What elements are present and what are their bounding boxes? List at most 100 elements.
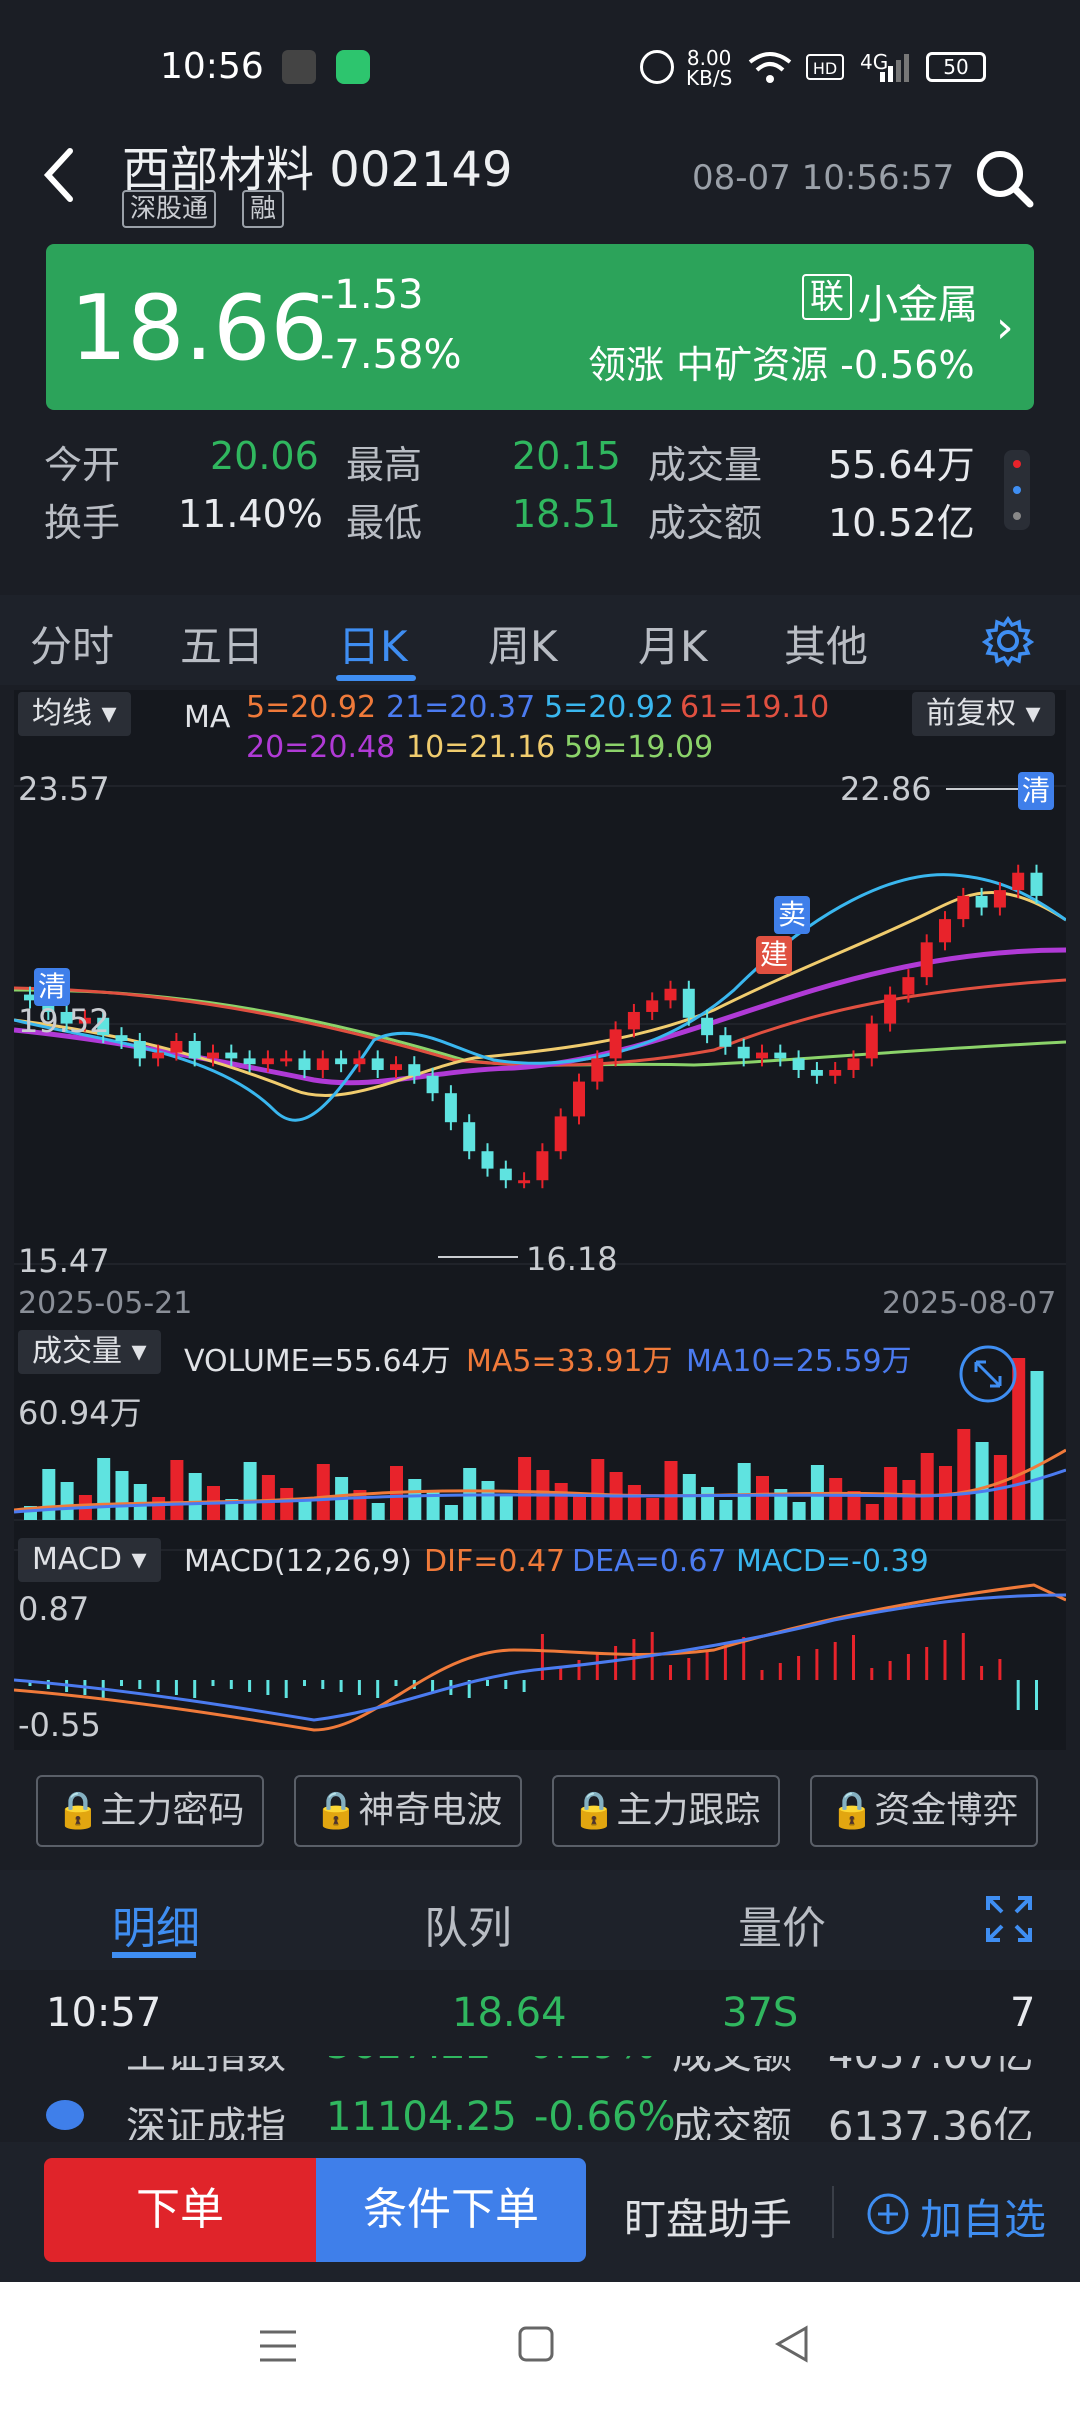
ma5b-value: 5=20.92 [544,690,675,725]
volume-bar [1030,1371,1044,1520]
candle-body [957,895,970,920]
volume-bar [902,1480,916,1520]
index-pct: -0.66% [534,2094,676,2140]
trade-time: 10:57 [46,1990,162,2036]
ma20-value: 20=20.48 [246,730,396,765]
volume-bar [499,1494,513,1520]
candle-body [444,1093,457,1123]
add-circle-icon[interactable] [866,2192,910,2236]
macd-dea: DEA=0.67 [572,1544,727,1579]
quote-datetime: 08-07 10:56:57 [692,158,955,198]
candle-body [115,1035,128,1041]
monitor-assistant-button[interactable]: 盯盘助手 [624,2195,793,2244]
ma10-value: 10=21.16 [406,730,556,765]
chat-app-icon [336,50,370,84]
feature-main-tracking[interactable]: 🔒主力跟踪 [552,1775,780,1847]
volume-bar [225,1499,239,1520]
index-ticker-shanghai[interactable]: 上证指数 3627.22 -0.19% 成交额 4037.00亿 [0,2056,1080,2076]
candle-body [24,994,36,1001]
tab-detail[interactable]: 明细 [112,1903,200,1954]
sector-name: 小金属 [858,282,978,328]
volume-bar [280,1488,294,1520]
chevron-right-icon: › [996,302,1014,353]
conditional-order-button[interactable]: 条件下单 [316,2158,586,2262]
tab-intraday[interactable]: 分时 [30,622,115,671]
volume-bar [792,1502,806,1520]
volume-bar [518,1457,532,1520]
tab-other[interactable]: 其他 [784,622,869,671]
tab-five-day[interactable]: 五日 [180,622,265,671]
quote-stats: 今开 20.06 最高 20.15 成交量 55.64万 换手 11.40% 最… [0,420,1080,570]
macd-dropdown[interactable]: MACD ▾ [18,1538,161,1582]
volume-ma10: MA10=25.59万 [686,1344,912,1379]
feature-main-code[interactable]: 🔒主力密码 [36,1775,264,1847]
volume-dropdown[interactable]: 成交量 ▾ [18,1330,161,1374]
candle-body [884,994,897,1024]
system-nav-bar [0,2282,1080,2412]
indicator-dropdown[interactable]: 均线 ▾ [18,692,131,736]
back-icon[interactable] [40,145,80,205]
high-marker-line [946,788,1030,790]
tab-volume-price[interactable]: 量价 [738,1903,826,1954]
candle-body [408,1064,421,1076]
index-name: 上证指数 [126,2056,286,2076]
detail-tabs: 明细 队列 量价 [0,1870,1080,1970]
turnover-value: 11.40% [178,492,323,536]
more-icon[interactable] [1004,450,1030,530]
candle-body [499,1168,512,1181]
index-amount-label: 成交额 [672,2104,792,2140]
macd-dif: DIF=0.47 [424,1544,566,1579]
volume-bar [316,1464,330,1520]
price-change: -1.53 [320,272,424,318]
candle-body [463,1122,476,1152]
home-icon[interactable] [516,2324,556,2364]
sector-leader: 领涨 中矿资源 -0.56% [588,343,975,387]
trade-volume: 37S [722,1990,799,2036]
action-bar: 下单 条件下单 盯盘助手 加自选 [0,2142,1080,2282]
status-time: 10:56 [160,46,264,87]
trade-price: 18.64 [452,1990,567,2036]
candle-body [426,1075,439,1094]
order-button[interactable]: 下单 [44,2158,316,2262]
volume-bar [646,1498,660,1520]
sector-badge: 联 [802,274,852,320]
candle-body [1030,872,1043,896]
volume-bar [371,1503,385,1520]
candle-body [316,1058,329,1070]
y-axis-top: 23.57 [18,770,110,808]
divider [832,2186,834,2238]
index-ticker-shenzhen[interactable]: 深证成指 11104.25 -0.66% 成交额 6137.36亿 [0,2094,1080,2140]
tab-queue[interactable]: 队列 [424,1903,512,1954]
tab-daily-k[interactable]: 日K [338,622,408,671]
candle-body [902,977,915,995]
volume-value-legend: VOLUME=55.64万 [184,1344,451,1379]
ma61-value: 61=19.10 [680,690,830,725]
volume-bar [97,1458,111,1520]
tab-weekly-k[interactable]: 周K [488,622,558,671]
candle-body [792,1058,805,1070]
back-nav-icon[interactable] [772,2324,812,2364]
price-card[interactable]: 18.66 -1.53 -7.58% 联 小金属 领涨 中矿资源 -0.56% … [46,244,1034,410]
volume-bar [115,1471,129,1520]
candle-body [646,1000,659,1012]
fullscreen-icon[interactable] [984,1894,1034,1944]
y-axis-mid: 19.52 [18,1002,110,1040]
candle-body [975,895,988,908]
index-icon [46,2100,84,2130]
candle-body [170,1040,183,1053]
tab-monthly-k[interactable]: 月K [638,622,708,671]
candle-body [42,1000,55,1012]
kline-chart-panel[interactable]: 均线 ▾ MA 5=20.92 21=20.37 5=20.92 61=19.1… [14,690,1066,1750]
candle-body [682,988,695,1018]
expand-chart-icon[interactable] [958,1344,1018,1404]
add-watchlist-button[interactable]: 加自选 [920,2195,1047,2244]
volume-bar [243,1462,257,1520]
settings-gear-icon[interactable] [982,615,1034,667]
feature-magic-wave[interactable]: 🔒神奇电波 [294,1775,522,1847]
volume-bar [426,1492,440,1520]
adjust-dropdown[interactable]: 前复权 ▾ [912,692,1055,736]
macd-y-top: 0.87 [18,1590,90,1628]
search-icon[interactable] [972,146,1036,210]
feature-capital-game[interactable]: 🔒资金博弈 [810,1775,1038,1847]
menu-icon[interactable] [256,2326,300,2366]
